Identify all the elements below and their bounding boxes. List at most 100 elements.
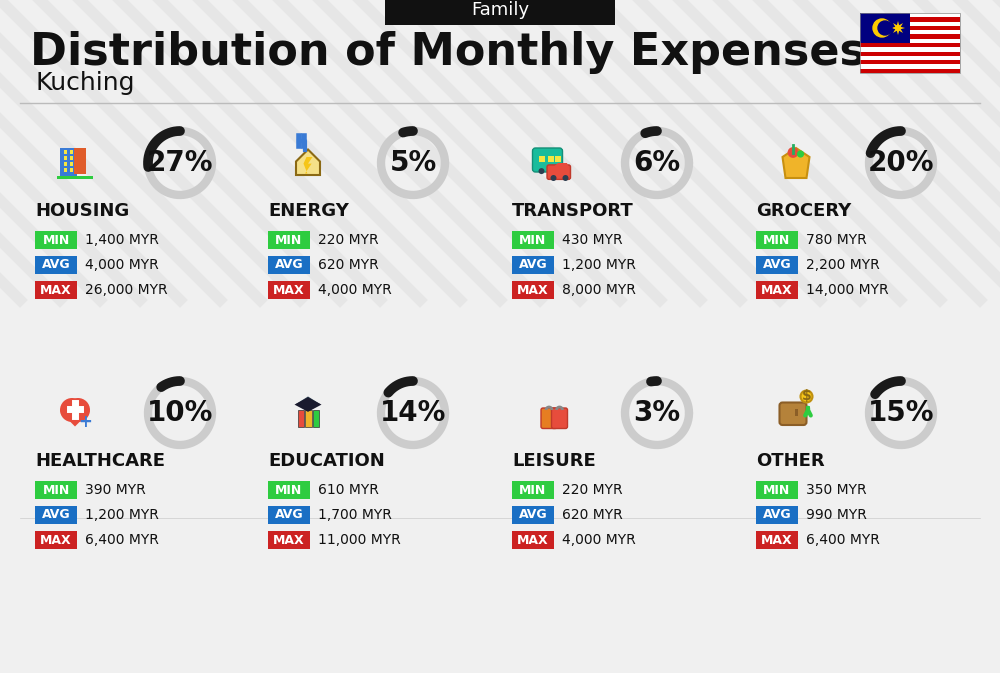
FancyBboxPatch shape [305, 410, 312, 427]
Text: 390 MYR: 390 MYR [85, 483, 146, 497]
Text: MIN: MIN [42, 234, 70, 246]
FancyBboxPatch shape [860, 22, 960, 26]
Polygon shape [294, 397, 322, 412]
Text: AVG: AVG [42, 509, 70, 522]
FancyBboxPatch shape [35, 231, 77, 249]
Polygon shape [60, 411, 90, 427]
FancyBboxPatch shape [70, 150, 73, 154]
Text: 4,000 MYR: 4,000 MYR [562, 533, 636, 547]
FancyBboxPatch shape [860, 60, 960, 65]
Text: 1,400 MYR: 1,400 MYR [85, 233, 159, 247]
FancyBboxPatch shape [794, 409, 798, 416]
Text: MIN: MIN [42, 483, 70, 497]
Text: 15%: 15% [868, 399, 934, 427]
FancyBboxPatch shape [35, 281, 77, 299]
FancyBboxPatch shape [552, 408, 568, 429]
FancyBboxPatch shape [532, 148, 562, 172]
Text: 780 MYR: 780 MYR [806, 233, 867, 247]
FancyBboxPatch shape [268, 281, 310, 299]
FancyBboxPatch shape [860, 13, 960, 17]
FancyBboxPatch shape [541, 408, 557, 429]
Text: Distribution of Monthly Expenses: Distribution of Monthly Expenses [30, 32, 866, 75]
FancyBboxPatch shape [860, 65, 960, 69]
Text: GROCERY: GROCERY [756, 202, 851, 220]
Text: 220 MYR: 220 MYR [318, 233, 379, 247]
FancyBboxPatch shape [35, 256, 77, 274]
Text: 3%: 3% [633, 399, 681, 427]
FancyBboxPatch shape [860, 39, 960, 43]
Polygon shape [304, 157, 312, 174]
Text: 14,000 MYR: 14,000 MYR [806, 283, 889, 297]
Text: MIN: MIN [763, 483, 791, 497]
FancyBboxPatch shape [70, 162, 73, 166]
Circle shape [550, 175, 556, 181]
FancyBboxPatch shape [860, 69, 960, 73]
Text: MIN: MIN [519, 234, 547, 246]
FancyBboxPatch shape [512, 256, 554, 274]
Text: 8,000 MYR: 8,000 MYR [562, 283, 636, 297]
Text: 6,400 MYR: 6,400 MYR [85, 533, 159, 547]
Text: 220 MYR: 220 MYR [562, 483, 623, 497]
FancyBboxPatch shape [57, 176, 93, 178]
FancyBboxPatch shape [512, 506, 554, 524]
Text: TRANSPORT: TRANSPORT [512, 202, 634, 220]
FancyBboxPatch shape [268, 481, 310, 499]
Text: 610 MYR: 610 MYR [318, 483, 379, 497]
FancyBboxPatch shape [64, 162, 67, 166]
Text: 350 MYR: 350 MYR [806, 483, 867, 497]
FancyBboxPatch shape [70, 168, 73, 172]
Polygon shape [296, 396, 320, 411]
Text: 1,200 MYR: 1,200 MYR [562, 258, 636, 272]
Text: MAX: MAX [761, 534, 793, 546]
FancyBboxPatch shape [756, 256, 798, 274]
Circle shape [562, 175, 568, 181]
Text: EDUCATION: EDUCATION [268, 452, 385, 470]
Circle shape [797, 150, 804, 157]
FancyBboxPatch shape [756, 281, 798, 299]
FancyBboxPatch shape [860, 30, 960, 34]
Text: 620 MYR: 620 MYR [562, 508, 623, 522]
Text: 5%: 5% [389, 149, 437, 177]
FancyBboxPatch shape [860, 43, 960, 47]
FancyBboxPatch shape [312, 410, 319, 427]
FancyBboxPatch shape [780, 402, 806, 425]
Circle shape [788, 147, 798, 158]
FancyBboxPatch shape [385, 0, 615, 25]
Text: MAX: MAX [761, 283, 793, 297]
Text: MAX: MAX [517, 283, 549, 297]
FancyBboxPatch shape [512, 481, 554, 499]
Text: +: + [79, 413, 92, 431]
FancyBboxPatch shape [756, 531, 798, 549]
Text: HEALTHCARE: HEALTHCARE [35, 452, 165, 470]
FancyBboxPatch shape [756, 506, 798, 524]
Text: Family: Family [471, 1, 529, 19]
FancyBboxPatch shape [860, 47, 960, 52]
Text: MAX: MAX [273, 534, 305, 546]
Text: AVG: AVG [519, 509, 547, 522]
Text: 2,200 MYR: 2,200 MYR [806, 258, 880, 272]
Text: 6,400 MYR: 6,400 MYR [806, 533, 880, 547]
Circle shape [800, 390, 812, 402]
Text: OTHER: OTHER [756, 452, 825, 470]
FancyBboxPatch shape [35, 531, 77, 549]
Text: AVG: AVG [763, 509, 791, 522]
Circle shape [878, 21, 892, 35]
FancyBboxPatch shape [298, 410, 304, 427]
Text: AVG: AVG [42, 258, 70, 271]
FancyBboxPatch shape [860, 26, 960, 30]
Circle shape [873, 19, 891, 37]
Text: 6%: 6% [633, 149, 681, 177]
Text: MAX: MAX [273, 283, 305, 297]
FancyBboxPatch shape [64, 150, 67, 154]
Text: 990 MYR: 990 MYR [806, 508, 867, 522]
Text: MAX: MAX [40, 283, 72, 297]
FancyBboxPatch shape [860, 56, 960, 60]
FancyBboxPatch shape [860, 34, 960, 39]
FancyBboxPatch shape [64, 168, 67, 172]
Text: MIN: MIN [275, 483, 303, 497]
Text: 430 MYR: 430 MYR [562, 233, 623, 247]
FancyBboxPatch shape [268, 256, 310, 274]
Text: MAX: MAX [40, 534, 72, 546]
Text: AVG: AVG [275, 258, 303, 271]
FancyBboxPatch shape [547, 165, 570, 180]
